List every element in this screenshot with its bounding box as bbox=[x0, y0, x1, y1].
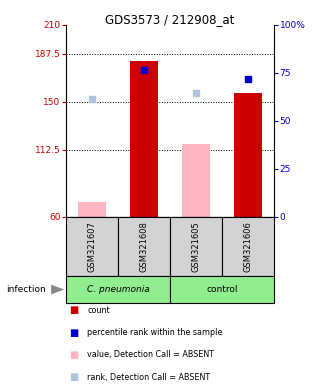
Text: GSM321606: GSM321606 bbox=[244, 221, 252, 272]
Text: infection: infection bbox=[7, 285, 46, 294]
Bar bbox=[66, 276, 170, 303]
Text: GSM321607: GSM321607 bbox=[87, 221, 96, 272]
Text: percentile rank within the sample: percentile rank within the sample bbox=[87, 328, 223, 337]
Text: ■: ■ bbox=[69, 350, 79, 360]
Bar bbox=[234, 93, 262, 217]
Text: control: control bbox=[206, 285, 238, 294]
Bar bbox=[170, 217, 222, 276]
Text: GDS3573 / 212908_at: GDS3573 / 212908_at bbox=[105, 13, 235, 26]
Text: count: count bbox=[87, 306, 110, 315]
Bar bbox=[130, 61, 158, 217]
Text: ■: ■ bbox=[69, 328, 79, 338]
Bar bbox=[118, 217, 170, 276]
Text: C. pneumonia: C. pneumonia bbox=[86, 285, 149, 294]
Text: rank, Detection Call = ABSENT: rank, Detection Call = ABSENT bbox=[87, 372, 211, 382]
Text: ■: ■ bbox=[69, 372, 79, 382]
Text: ■: ■ bbox=[69, 305, 79, 315]
Text: GSM321608: GSM321608 bbox=[140, 221, 148, 272]
Text: value, Detection Call = ABSENT: value, Detection Call = ABSENT bbox=[87, 350, 214, 359]
Bar bbox=[182, 144, 210, 217]
Bar bbox=[170, 276, 274, 303]
Polygon shape bbox=[51, 285, 64, 295]
Bar bbox=[222, 217, 274, 276]
Bar bbox=[78, 202, 106, 217]
Bar bbox=[66, 217, 118, 276]
Text: GSM321605: GSM321605 bbox=[191, 221, 200, 272]
